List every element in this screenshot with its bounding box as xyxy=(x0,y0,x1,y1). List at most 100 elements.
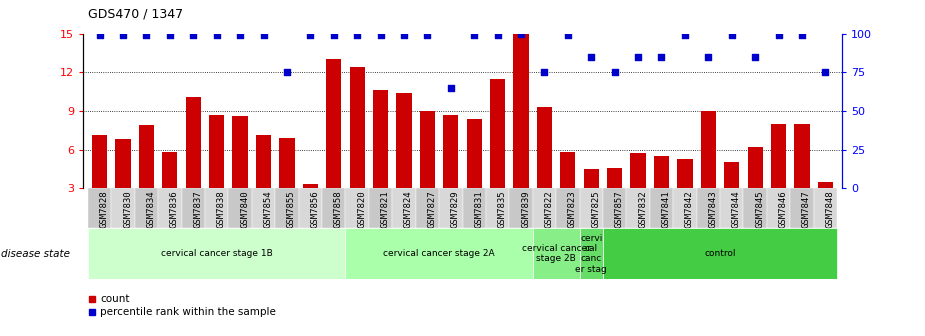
Bar xyxy=(415,188,439,228)
Point xyxy=(116,33,130,38)
Bar xyxy=(186,97,201,188)
Text: GSM7854: GSM7854 xyxy=(264,190,273,228)
Bar xyxy=(135,188,158,228)
Text: GSM7834: GSM7834 xyxy=(146,190,155,228)
Bar xyxy=(607,168,623,188)
Text: GSM7840: GSM7840 xyxy=(240,190,249,228)
Bar xyxy=(744,188,767,228)
Bar xyxy=(228,188,252,228)
Text: GSM7822: GSM7822 xyxy=(545,190,553,228)
Bar xyxy=(603,228,837,279)
Text: GSM7857: GSM7857 xyxy=(615,190,623,228)
Bar xyxy=(322,188,345,228)
Bar xyxy=(205,188,228,228)
Bar xyxy=(747,147,763,188)
Bar xyxy=(88,188,111,228)
Bar xyxy=(533,188,556,228)
Bar xyxy=(561,152,575,188)
Bar xyxy=(771,124,786,188)
Text: GSM7820: GSM7820 xyxy=(357,190,366,228)
Bar xyxy=(232,116,248,188)
Bar xyxy=(327,59,341,188)
Point xyxy=(561,33,575,38)
Text: GSM7842: GSM7842 xyxy=(684,190,694,228)
Text: GSM7856: GSM7856 xyxy=(310,190,319,228)
Text: GSM7837: GSM7837 xyxy=(193,190,203,228)
Bar xyxy=(510,188,533,228)
Bar xyxy=(302,184,318,188)
Text: GSM7828: GSM7828 xyxy=(100,190,108,228)
Bar xyxy=(584,169,598,188)
Point xyxy=(467,33,482,38)
Point xyxy=(818,70,833,75)
Bar xyxy=(420,111,435,188)
Bar xyxy=(673,188,697,228)
Text: GSM7841: GSM7841 xyxy=(661,190,671,228)
Text: cervical cancer stage 2A: cervical cancer stage 2A xyxy=(383,249,495,258)
Bar xyxy=(392,188,415,228)
Bar xyxy=(252,188,276,228)
Point xyxy=(302,33,317,38)
Point xyxy=(537,70,552,75)
Bar xyxy=(790,188,814,228)
Bar xyxy=(767,188,790,228)
Point xyxy=(771,33,786,38)
Text: GSM7831: GSM7831 xyxy=(475,190,483,228)
Text: control: control xyxy=(704,249,735,258)
Bar xyxy=(649,188,673,228)
Bar xyxy=(580,228,603,279)
Bar xyxy=(631,153,646,188)
Point xyxy=(701,54,716,59)
Point xyxy=(513,31,528,36)
Point xyxy=(795,33,809,38)
Point xyxy=(92,33,107,38)
Point xyxy=(233,33,248,38)
Point xyxy=(397,33,412,38)
Bar xyxy=(350,67,364,188)
Bar xyxy=(158,188,181,228)
Bar xyxy=(116,139,130,188)
Point xyxy=(747,54,762,59)
Bar xyxy=(279,138,294,188)
Point xyxy=(443,85,458,90)
Bar xyxy=(139,125,154,188)
Bar xyxy=(814,188,837,228)
Point xyxy=(724,33,739,38)
Text: GSM7827: GSM7827 xyxy=(427,190,437,228)
Text: GSM7846: GSM7846 xyxy=(779,190,787,228)
Bar xyxy=(654,156,669,188)
Text: cervical cancer
stage 2B: cervical cancer stage 2B xyxy=(522,244,591,263)
Bar xyxy=(697,188,720,228)
Text: GSM7858: GSM7858 xyxy=(334,190,343,228)
Text: GSM7825: GSM7825 xyxy=(591,190,600,228)
Point xyxy=(420,33,435,38)
Point xyxy=(279,70,294,75)
Bar xyxy=(724,162,739,188)
Text: GDS470 / 1347: GDS470 / 1347 xyxy=(88,7,183,20)
Bar xyxy=(256,135,271,188)
Text: disease state: disease state xyxy=(1,249,70,259)
Text: GSM7829: GSM7829 xyxy=(450,190,460,228)
Text: cervi
cal
canc
er stag: cervi cal canc er stag xyxy=(575,234,607,274)
Bar xyxy=(603,188,626,228)
Bar xyxy=(345,228,533,279)
Text: GSM7845: GSM7845 xyxy=(755,190,764,228)
Text: GSM7839: GSM7839 xyxy=(521,190,530,228)
Bar xyxy=(276,188,299,228)
Bar xyxy=(626,188,649,228)
Point xyxy=(654,54,669,59)
Text: GSM7847: GSM7847 xyxy=(802,190,811,228)
Bar xyxy=(299,188,322,228)
Text: GSM7824: GSM7824 xyxy=(404,190,413,228)
Bar xyxy=(536,107,552,188)
Bar xyxy=(373,90,388,188)
Text: GSM7830: GSM7830 xyxy=(123,190,132,228)
Bar xyxy=(795,124,809,188)
Bar xyxy=(443,115,459,188)
Bar xyxy=(580,188,603,228)
Point xyxy=(186,33,201,38)
Text: GSM7821: GSM7821 xyxy=(380,190,389,228)
Point xyxy=(584,54,598,59)
Bar xyxy=(181,188,205,228)
Text: GSM7836: GSM7836 xyxy=(170,190,179,228)
